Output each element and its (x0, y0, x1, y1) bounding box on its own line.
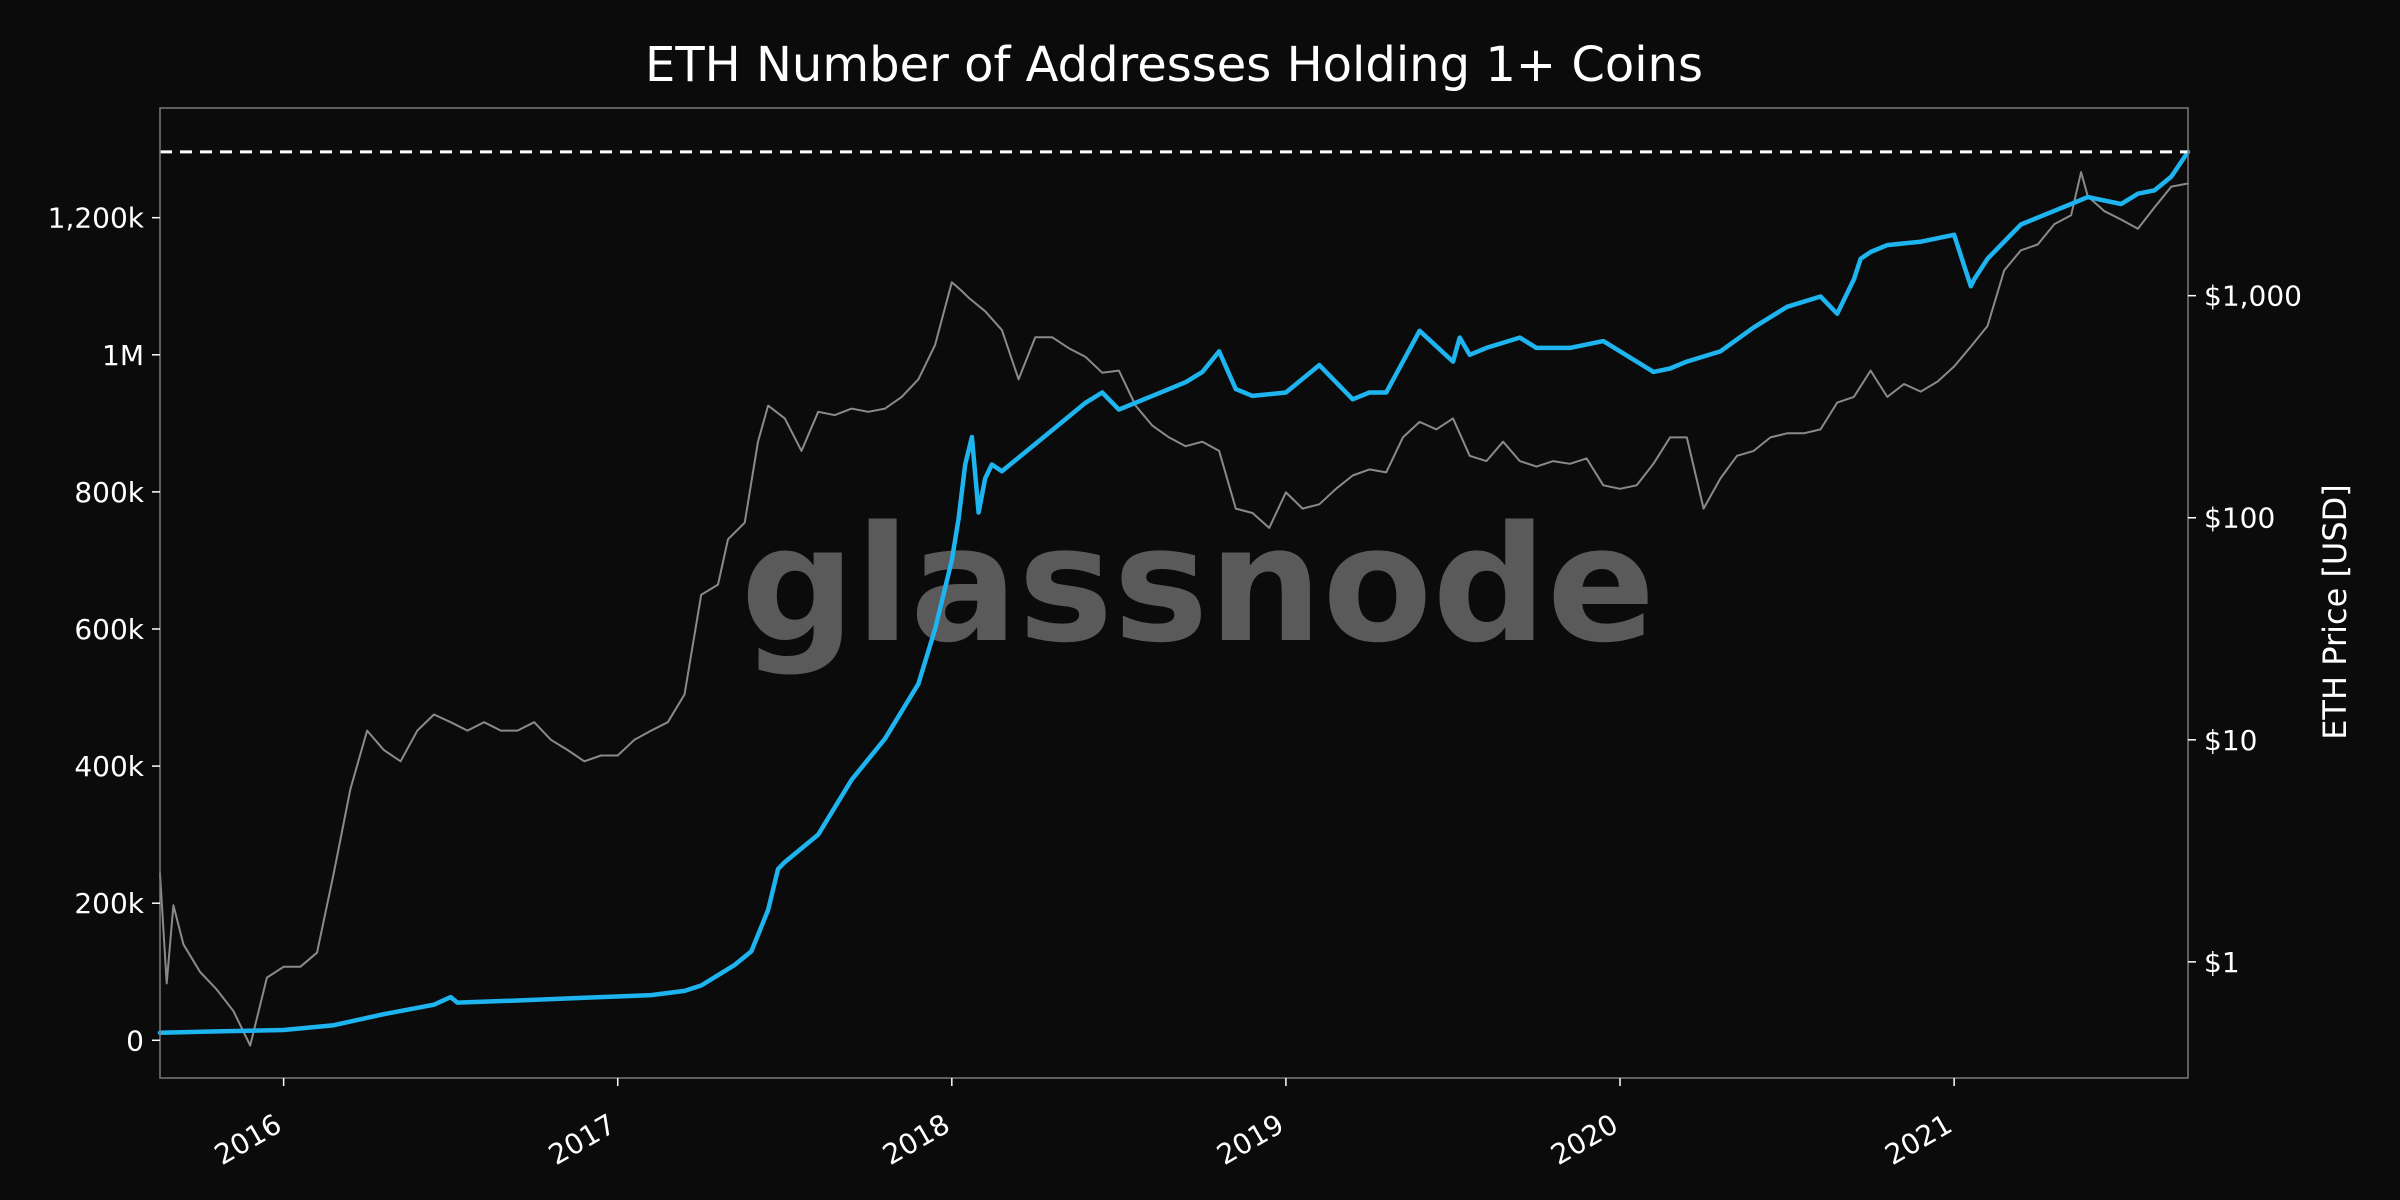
right-y-axis-label: ETH Price [USD] (2316, 484, 2354, 740)
left-y-tick-label: 400k (74, 750, 144, 783)
right-y-axis-ticks: $1 $10 $100 $1,000 (2188, 280, 2302, 979)
chart-title: ETH Number of Addresses Holding 1+ Coins (645, 37, 1703, 93)
left-y-tick-label: 1M (102, 339, 144, 372)
plot-frame (159, 107, 2189, 1079)
left-y-tick-label: 600k (74, 613, 144, 646)
addresses-holding-1-plus-series-line (157, 149, 2191, 1036)
left-y-tick-label: 0 (126, 1024, 144, 1057)
right-y-tick-label: $1 (2204, 946, 2240, 979)
glassnode-watermark: glassnode (741, 491, 1656, 678)
right-y-tick-label: $1,000 (2204, 280, 2302, 313)
left-y-tick-label: 200k (74, 887, 144, 920)
eth-price-series-line (159, 171, 2189, 1047)
series-layer (157, 149, 2191, 1047)
right-y-tick-label: $100 (2204, 502, 2275, 535)
left-y-axis-ticks: 0 200k 400k 600k 800k 1M 1,200k (48, 202, 160, 1057)
left-y-tick-label: 1,200k (48, 202, 145, 235)
right-y-tick-label: $10 (2204, 724, 2257, 757)
left-y-tick-label: 800k (74, 476, 144, 509)
